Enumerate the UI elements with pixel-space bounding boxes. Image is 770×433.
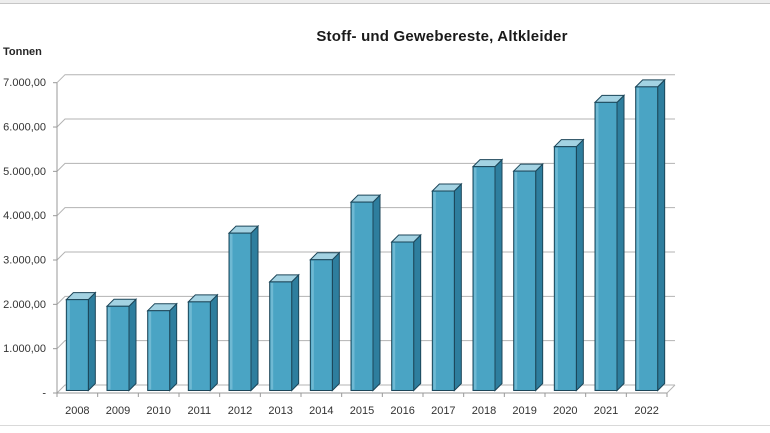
bar-front-face: [594, 101, 618, 391]
bar-2010: [146, 302, 178, 392]
bar-highlight: [514, 172, 518, 390]
bar-front-face: [635, 86, 659, 391]
bar-highlight: [636, 87, 640, 390]
bar-2012: [227, 224, 260, 392]
bar-side-face: [413, 233, 422, 392]
bar-front-face: [309, 259, 333, 391]
gridline: [56, 118, 675, 128]
x-axis-label: 2015: [350, 405, 374, 417]
x-axis-label: 2009: [106, 405, 130, 417]
bar-front-face: [431, 190, 455, 391]
bar-side-face: [331, 251, 340, 392]
bar-2020: [553, 138, 585, 392]
bar-front-face: [350, 201, 374, 391]
bar-highlight: [148, 311, 152, 390]
bar-side-face: [453, 182, 462, 392]
bar-front-face: [228, 232, 252, 391]
y-axis-label: 6.000,00: [3, 122, 46, 134]
bar-side-face: [616, 94, 625, 392]
x-axis-label: 2020: [553, 405, 577, 417]
gridline: [56, 74, 675, 84]
y-axis-label: 5.000,00: [3, 166, 46, 178]
bar-highlight: [189, 302, 192, 390]
bar-side-face: [494, 158, 503, 392]
gridline: [56, 295, 675, 305]
bar-2014: [309, 251, 341, 392]
bar-2016: [390, 233, 422, 392]
x-axis-label: 2011: [188, 405, 212, 417]
gridline: [56, 251, 675, 261]
bar-side-face: [250, 224, 259, 392]
gridline: [56, 207, 675, 217]
bar-2018: [471, 158, 504, 392]
bar-front-face: [106, 305, 130, 392]
bar-side-face: [209, 293, 218, 392]
x-axis-label: 2010: [146, 405, 170, 417]
bar-side-face: [169, 302, 178, 392]
bar-side-face: [657, 78, 666, 392]
bar-2008: [65, 291, 97, 392]
bar-highlight: [474, 167, 477, 390]
y-axis-label: 3.000,00: [3, 255, 46, 267]
bar-highlight: [596, 103, 599, 390]
x-axis-label: 2013: [268, 405, 292, 417]
bar-front-face: [513, 170, 537, 391]
y-axis-label: 1.000,00: [3, 343, 46, 355]
bar-2017: [431, 182, 463, 392]
page-bottom-rule: [0, 425, 770, 426]
x-axis-label: 2014: [309, 405, 333, 417]
bar-highlight: [352, 203, 355, 390]
y-axis-label: 7.000,00: [3, 77, 46, 89]
bar-side-face: [372, 193, 381, 392]
bar-side-face: [87, 291, 96, 392]
bar-2022: [634, 78, 666, 392]
x-axis-label: 2019: [512, 405, 536, 417]
bar-highlight: [392, 242, 396, 390]
x-axis-label: 2021: [594, 405, 618, 417]
y-axis-title: Tonnen: [3, 46, 42, 58]
y-axis-label: 4.000,00: [3, 210, 46, 222]
x-axis-label: 2017: [431, 405, 455, 417]
bar-side-face: [291, 273, 300, 392]
bar-highlight: [311, 260, 314, 390]
bar-2009: [105, 298, 138, 392]
gridline: [56, 340, 675, 350]
x-axis-label: 2016: [390, 405, 414, 417]
x-axis-label: 2012: [228, 405, 252, 417]
bar-2011: [187, 293, 219, 392]
bar-front-face: [65, 299, 89, 392]
page-top-rule: [0, 0, 770, 4]
bar-highlight: [555, 147, 558, 390]
x-axis-label: 2008: [65, 405, 89, 417]
bar-side-face: [535, 162, 544, 392]
bar-highlight: [270, 282, 274, 390]
bar-2021: [593, 94, 626, 392]
x-axis-label: 2022: [634, 405, 658, 417]
bar-side-face: [128, 298, 137, 392]
bar-highlight: [67, 300, 70, 390]
bar-front-face: [553, 146, 577, 391]
bar-front-face: [269, 281, 293, 392]
gridline: [56, 162, 675, 172]
bar-highlight: [230, 234, 233, 390]
gridline: [56, 384, 675, 394]
bar-highlight: [433, 192, 436, 390]
bar-front-face: [472, 166, 496, 391]
bar-2015: [349, 193, 382, 392]
bar-front-face: [391, 241, 415, 391]
bar-2019: [512, 162, 544, 392]
bar-side-face: [575, 138, 584, 392]
bar-front-face: [187, 301, 211, 391]
floor-right-edge: [666, 384, 676, 394]
x-axis-label: 2018: [472, 405, 496, 417]
y-axis-label: -: [42, 388, 46, 400]
bar-front-face: [147, 310, 171, 391]
chart-title: Stoff- und Gewebereste, Altkleider: [316, 28, 568, 45]
y-axis-label: 2.000,00: [3, 299, 46, 311]
bar-2013: [268, 273, 300, 392]
bar-highlight: [108, 307, 111, 390]
